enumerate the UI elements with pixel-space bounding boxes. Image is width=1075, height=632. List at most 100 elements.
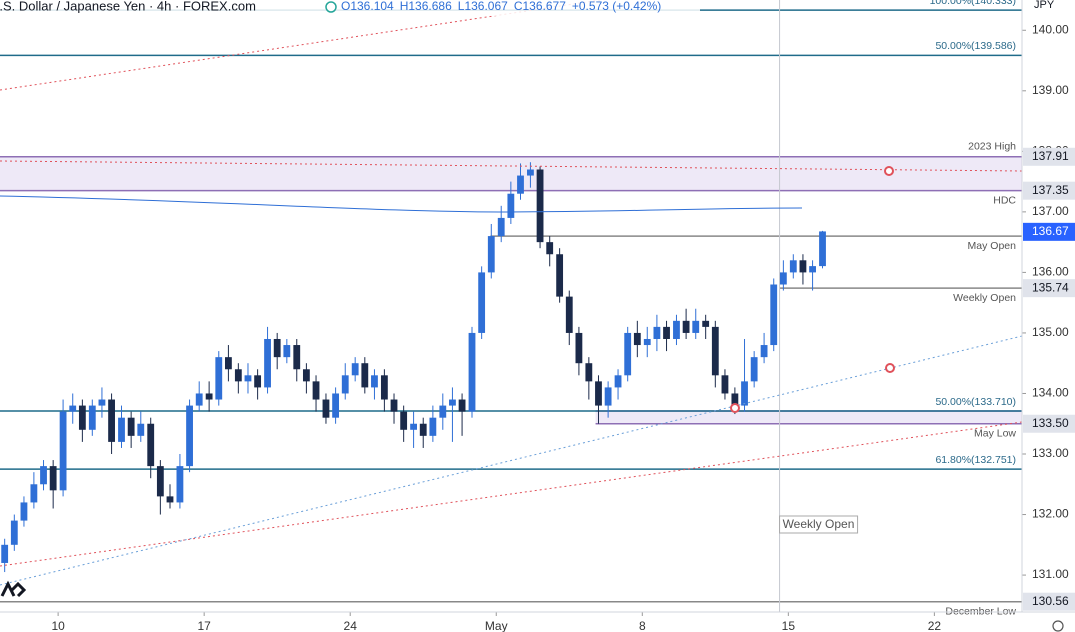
- settings-icon[interactable]: [1052, 620, 1064, 632]
- candle-body: [478, 272, 486, 333]
- candle-body: [429, 417, 437, 436]
- candle-body: [585, 363, 593, 382]
- y-tick-label: 131.00: [1032, 567, 1069, 581]
- marker: [730, 403, 740, 413]
- candle-body: [546, 242, 554, 255]
- trendline: [0, 421, 1023, 567]
- candle-body: [20, 502, 28, 521]
- candle-body: [234, 369, 242, 382]
- candle-body: [449, 399, 456, 406]
- candle-body: [760, 345, 768, 358]
- candle-body: [400, 411, 408, 430]
- candle-body: [458, 399, 466, 412]
- candle-body: [633, 332, 641, 346]
- price-tag: 130.56: [1032, 594, 1069, 608]
- y-tick-label: 139.00: [1032, 83, 1069, 97]
- fib-label: 61.80%(132.751): [935, 454, 1016, 466]
- candle-body: [341, 375, 349, 394]
- candle-body: [332, 393, 340, 418]
- candle-body: [731, 393, 739, 406]
- ohlc-value: L136.067: [458, 0, 508, 13]
- candle-body: [799, 260, 807, 273]
- logo: [0, 580, 27, 598]
- ohlc-value: H136.686: [400, 0, 452, 13]
- candle-body: [750, 357, 758, 382]
- price-tag: 133.50: [1032, 416, 1069, 430]
- marker: [885, 363, 895, 373]
- y-tick-label: 132.00: [1032, 507, 1069, 521]
- candle-body: [69, 405, 77, 412]
- candle-body: [88, 405, 96, 430]
- candle-body: [273, 338, 281, 358]
- candle-body: [819, 231, 826, 267]
- candle-body: [371, 375, 378, 388]
- candle-body: [351, 363, 359, 376]
- candle-body: [40, 466, 47, 485]
- candle-body: [322, 399, 330, 418]
- vertical-label-box: [779, 515, 859, 534]
- candle-body: [536, 169, 544, 243]
- price-tag-bg: [1023, 414, 1075, 433]
- candle-body: [770, 284, 778, 346]
- price-tag-bg: [1023, 279, 1075, 298]
- x-tick-label: 10: [51, 619, 65, 632]
- candle-body: [254, 375, 262, 388]
- candle-body: [156, 466, 164, 497]
- candle-body: [293, 345, 301, 370]
- candle-body: [225, 357, 232, 370]
- candle-body: [59, 411, 67, 491]
- candle-body: [361, 363, 369, 388]
- y-tick-label: 136.00: [1032, 265, 1069, 279]
- candle-body: [127, 417, 135, 436]
- candle-body: [302, 369, 310, 382]
- marker: [884, 166, 894, 176]
- y-tick-label: 134.00: [1032, 386, 1069, 400]
- level-label: Weekly Open: [953, 292, 1016, 304]
- candle-body: [643, 338, 651, 346]
- zone: [595, 411, 1022, 424]
- x-tick-label: 15: [782, 619, 796, 632]
- y-tick-label: 137.00: [1032, 204, 1069, 218]
- candle-body: [10, 520, 18, 545]
- candle-body: [663, 326, 670, 339]
- fib-label: 50.00%(139.586): [935, 40, 1016, 52]
- candle-body: [711, 326, 719, 376]
- candle-body: [176, 466, 184, 503]
- candle-body: [517, 175, 524, 194]
- y-tick-label: 133.00: [1032, 446, 1069, 460]
- candle-body: [692, 320, 700, 333]
- level-label: May Open: [968, 240, 1017, 252]
- candle-body: [809, 266, 816, 273]
- candle-body: [487, 236, 495, 273]
- ohlc-legend: O136.104 H136.686 L136.067 C136.677 +0.573 (…: [341, 0, 661, 13]
- chart-title: U.S. Dollar / Japanese Yen · 4h · FOREX.…: [0, 0, 256, 13]
- candle-body: [507, 193, 515, 218]
- trendline: [0, 160, 1023, 172]
- candle-body: [439, 405, 447, 418]
- candle-body: [118, 417, 125, 442]
- candle-body: [312, 381, 320, 400]
- candle-body: [49, 466, 57, 491]
- candle-body: [789, 260, 797, 273]
- level-label: December Low: [945, 605, 1016, 617]
- candle-body: [30, 484, 38, 503]
- price-tag: 137.91: [1032, 149, 1069, 163]
- price-tag-bg: [1023, 181, 1075, 200]
- fib-label: 100.00%(140.333): [930, 0, 1016, 7]
- currency: JPY: [1034, 0, 1055, 11]
- zone-label: May Low: [974, 428, 1016, 440]
- candle-body: [497, 217, 505, 237]
- candle-body: [78, 405, 86, 430]
- price-tag-bg: [1023, 147, 1075, 166]
- candle-body: [215, 357, 223, 400]
- candle-body: [137, 423, 145, 436]
- candle-body: [673, 320, 680, 339]
- candle-body: [264, 338, 271, 388]
- candle-body: [556, 254, 564, 297]
- candle-body: [205, 393, 213, 400]
- candle-body: [779, 272, 787, 285]
- candle-body: [390, 399, 398, 412]
- candle-body: [702, 320, 710, 327]
- candle-body: [108, 399, 115, 442]
